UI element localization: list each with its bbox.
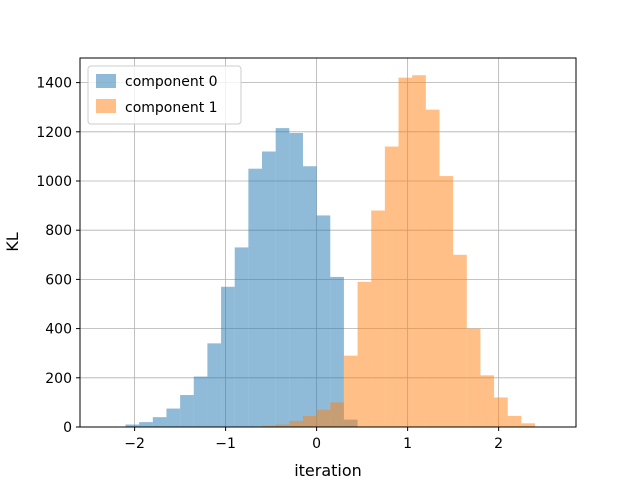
bar-component-0 [330,276,344,427]
bar-component-1 [507,415,522,427]
bar-component-1 [412,75,426,427]
bar-component-1 [357,281,372,427]
x-tick-label: 2 [494,436,503,452]
bar-component-0 [234,247,249,427]
bar-component-0 [221,286,235,427]
bar-component-1 [398,77,413,428]
bar-component-1 [316,409,331,427]
plot-frame [79,57,577,428]
y-tick-label: 600 [45,272,72,288]
bar-component-1 [425,109,440,427]
x-tick-label: −2 [124,436,145,452]
bar-component-0 [275,128,290,428]
y-tick-label: 200 [45,371,72,387]
bar-component-1 [262,425,276,427]
x-axis-label: iteration [294,461,362,480]
bar-component-0 [125,424,140,427]
bar-component-1 [453,254,467,427]
y-tick-label: 0 [63,420,72,436]
legend-swatch-component-1 [96,99,116,113]
bar-component-0 [207,343,222,427]
bar-component-0 [262,151,276,428]
histogram-bars [125,75,536,428]
bar-component-1 [302,415,317,427]
bar-component-0 [193,376,208,427]
bar-component-1 [289,420,303,427]
x-tick-label: −1 [215,436,236,452]
bar-component-0 [139,422,153,427]
legend-label-component-1: component 1 [125,100,218,116]
bar-component-0 [152,417,167,427]
axis-ticks: −2 −1 0 1 2 0 200 400 600 800 1000 1200 1400 [36,76,503,452]
bar-component-0 [316,215,331,427]
y-tick-label: 800 [45,223,72,239]
bar-component-0 [289,133,303,427]
legend-swatch-component-0 [96,74,116,88]
bar-component-1 [275,424,290,427]
x-tick-label: 0 [312,436,321,452]
bar-component-1 [371,210,385,427]
y-tick-label: 1400 [36,76,72,92]
y-tick-label: 1200 [36,125,72,141]
bar-component-1 [480,375,495,427]
bar-component-1 [330,402,344,427]
legend-box [87,65,242,125]
bar-component-0 [248,168,263,427]
legend-label-component-0: component 0 [125,74,218,90]
y-tick-label: 400 [45,322,72,338]
bar-component-1 [466,328,481,427]
bar-component-0 [302,166,317,428]
bar-component-1 [521,423,536,427]
y-axis-label: KL [3,232,22,251]
legend: component 0 component 1 [87,65,242,125]
bar-component-1 [384,146,399,427]
bar-component-1 [494,397,508,427]
y-tick-label: 1000 [36,174,72,190]
bar-component-0 [166,408,181,427]
bar-component-0 [180,395,194,427]
bar-component-1 [343,355,358,427]
x-tick-label: 1 [403,436,412,452]
bar-component-1 [439,176,454,427]
